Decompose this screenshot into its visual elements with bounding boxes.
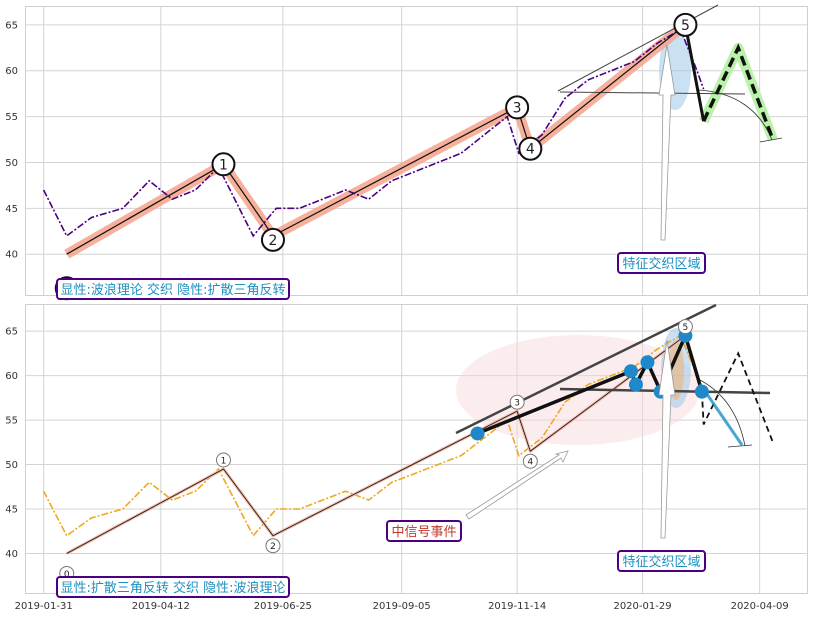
- bottom-caption-box: [56, 576, 290, 598]
- bot-wave-circle: [677, 319, 693, 335]
- top-y-tick-label: 65: [5, 20, 18, 31]
- top-support-line: [559, 91, 746, 95]
- bot-wave-circle: [509, 394, 525, 410]
- top-wave-label: 2: [260, 227, 285, 252]
- top-y-tick-label: 45: [5, 204, 18, 215]
- bot-y-tick-label: 65: [5, 327, 18, 338]
- bot-wave-number: 0: [64, 570, 70, 580]
- bot-wave-label: 4: [522, 453, 538, 469]
- signal-box: [386, 520, 462, 542]
- bot-wave-number: 5: [683, 323, 689, 333]
- bottom-projection-line: [701, 351, 774, 443]
- x-tick-label: 2020-01-29: [613, 601, 671, 612]
- top-wave-number: 2: [269, 233, 278, 249]
- bot-wave-number: 4: [527, 458, 533, 468]
- bottom-feature-label: 特征交织区域: [622, 554, 700, 570]
- top-wave-label: 1: [211, 152, 236, 177]
- x-tick-label: 2019-04-12: [132, 601, 190, 612]
- bottom-feature-arrow: [658, 339, 676, 539]
- top-wave-number: 1: [219, 157, 228, 173]
- triangle-point: [694, 384, 709, 399]
- top-wave-number: 3: [513, 100, 522, 116]
- bot-wave-number: 2: [270, 542, 276, 552]
- top-price-series: [42, 28, 705, 238]
- x-tick-label: 2019-11-14: [488, 601, 546, 612]
- top-wave-line: [66, 24, 686, 255]
- x-tick-label: 2019-06-25: [254, 601, 312, 612]
- bottom-feature-box: [617, 550, 706, 572]
- top-projection-line: [702, 43, 775, 141]
- bot-wave-circle: [265, 538, 281, 554]
- bot-wave-circle: [215, 452, 231, 468]
- top-y-ticks: 40 45 50 55 60 65: [5, 20, 18, 260]
- bot-wave-number: 1: [221, 457, 227, 467]
- bottom-triangle-points: [470, 328, 709, 441]
- top-feature-label: 特征交织区域: [622, 256, 700, 272]
- bot-wave-circle: [522, 453, 538, 469]
- signal-label: 中信号事件: [391, 525, 456, 540]
- bot-y-tick-label: 40: [5, 549, 18, 560]
- signal-arrow: [465, 450, 569, 520]
- top-wave-label: 3: [505, 95, 530, 120]
- top-y-tick-label: 60: [5, 66, 18, 77]
- bot-wave-label: 3: [509, 394, 525, 410]
- bot-y-tick-label: 50: [5, 460, 18, 471]
- bottom-price-series: [42, 334, 705, 538]
- top-arc-tick: [759, 137, 783, 143]
- bottom-upper-trendline: [455, 303, 717, 435]
- bot-wave-label: 2: [265, 538, 281, 554]
- triangle-point: [628, 377, 643, 392]
- top-wave-label: 5: [673, 12, 698, 37]
- triangle-point: [470, 426, 485, 441]
- top-y-tick-label: 55: [5, 112, 18, 123]
- top-projection-arc: [697, 89, 773, 141]
- bot-wave-number: 3: [514, 399, 520, 409]
- top-wave5-segment: [683, 24, 706, 122]
- bot-wave-label: 5: [677, 319, 693, 335]
- top-feature-box: [617, 252, 706, 274]
- bottom-caption: 显性:扩散三角反转 交织 隐性:波浪理论: [60, 580, 285, 596]
- bottom-y-ticks: 40 45 50 55 60 65: [5, 327, 18, 560]
- top-wave-number: 4: [526, 142, 535, 158]
- top-wave-circle: [211, 152, 236, 177]
- bottom-arc-tick: [727, 444, 753, 448]
- bottom-wave-line: [66, 335, 686, 554]
- x-tick-label: 2019-01-31: [15, 601, 73, 612]
- top-wave-circle: [673, 12, 698, 37]
- bot-y-tick-label: 60: [5, 371, 18, 382]
- triangle-point: [623, 364, 638, 379]
- top-wave-number: 5: [681, 18, 690, 34]
- top-wave-label: 4: [518, 136, 543, 161]
- x-tick-label: 2020-04-09: [731, 601, 789, 612]
- top-wave-circle: [260, 227, 285, 252]
- bot-y-tick-label: 55: [5, 416, 18, 427]
- top-y-tick-label: 50: [5, 158, 18, 169]
- top-caption-box: [56, 278, 290, 300]
- top-wave-circle: [505, 95, 530, 120]
- bot-wave-label: 1: [215, 452, 231, 468]
- top-feature-arrow: [658, 44, 676, 241]
- bottom-x-ticks: 2019-01-31 2019-04-12 2019-06-25 2019-09-05…: [15, 601, 789, 612]
- top-caption: 显性:波浪理论 交织 隐性:扩散三角反转: [60, 282, 285, 298]
- bottom-projection-arc: [699, 379, 746, 447]
- top-wave-circle: [518, 136, 543, 161]
- top-y-tick-label: 40: [5, 250, 18, 261]
- bot-y-tick-label: 45: [5, 505, 18, 516]
- triangle-point: [640, 355, 655, 370]
- x-tick-label: 2019-09-05: [373, 601, 431, 612]
